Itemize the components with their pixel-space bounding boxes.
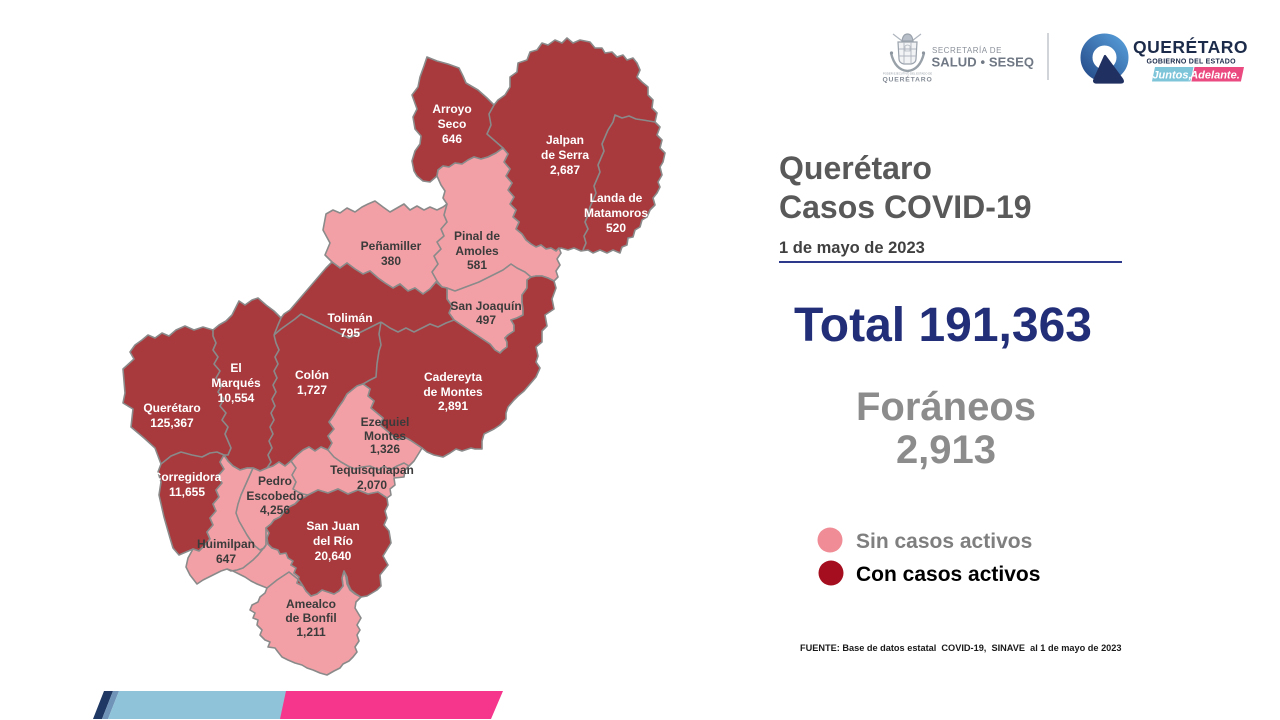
- svg-text:QUERÉTARO: QUERÉTARO: [1133, 36, 1248, 57]
- svg-text:Marqués: Marqués: [211, 376, 261, 390]
- svg-text:380: 380: [381, 254, 401, 268]
- svg-text:2,070: 2,070: [357, 478, 387, 492]
- svg-text:Corregidora: Corregidora: [153, 470, 222, 484]
- svg-text:10,554: 10,554: [218, 391, 255, 405]
- svg-text:Amoles: Amoles: [455, 244, 499, 258]
- svg-text:SALUD • SESEQ: SALUD • SESEQ: [932, 55, 1035, 70]
- svg-text:Jalpan: Jalpan: [546, 133, 584, 147]
- svg-text:Pedro: Pedro: [258, 474, 292, 488]
- svg-text:Huimilpan: Huimilpan: [197, 537, 255, 551]
- svg-text:520: 520: [606, 221, 626, 235]
- svg-text:647: 647: [216, 552, 236, 566]
- svg-text:795: 795: [340, 326, 360, 340]
- svg-text:Tequisquiapan: Tequisquiapan: [330, 463, 414, 477]
- svg-text:Querétaro: Querétaro: [143, 401, 200, 415]
- svg-text:20,640: 20,640: [315, 549, 352, 563]
- svg-text:Amealco: Amealco: [286, 597, 336, 611]
- svg-text:Adelante.: Adelante.: [1189, 70, 1240, 82]
- svg-text:Seco: Seco: [438, 117, 467, 131]
- svg-text:1,211: 1,211: [296, 625, 326, 639]
- svg-text:PODER EJECUTIVO DEL ESTADO DE: PODER EJECUTIVO DEL ESTADO DE: [883, 72, 932, 76]
- svg-text:Pinal de: Pinal de: [454, 229, 500, 243]
- svg-text:del Río: del Río: [313, 534, 353, 548]
- svg-text:Tolimán: Tolimán: [327, 311, 372, 325]
- svg-text:1,326: 1,326: [370, 442, 400, 456]
- svg-text:Cadereyta: Cadereyta: [424, 370, 482, 384]
- svg-text:Montes: Montes: [364, 429, 406, 443]
- svg-text:4,256: 4,256: [260, 503, 290, 517]
- svg-text:Ezequiel: Ezequiel: [361, 415, 410, 429]
- svg-text:Arroyo: Arroyo: [432, 102, 471, 116]
- svg-text:Juntos,: Juntos,: [1152, 70, 1191, 82]
- svg-text:2,891: 2,891: [438, 399, 468, 413]
- svg-text:497: 497: [476, 313, 496, 327]
- svg-text:11,655: 11,655: [169, 485, 205, 499]
- svg-text:2,687: 2,687: [550, 163, 580, 177]
- svg-text:125,367: 125,367: [150, 416, 194, 430]
- svg-text:Matamoros: Matamoros: [584, 206, 648, 220]
- svg-text:de Serra: de Serra: [541, 148, 589, 162]
- svg-text:Peñamiller: Peñamiller: [361, 239, 422, 253]
- svg-text:581: 581: [467, 258, 487, 272]
- svg-text:El: El: [230, 361, 241, 375]
- svg-text:Escobedo: Escobedo: [246, 489, 303, 503]
- svg-text:646: 646: [442, 132, 462, 146]
- svg-text:SECRETARÍA DE: SECRETARÍA DE: [932, 46, 1002, 55]
- svg-text:GOBIERNO DEL ESTADO: GOBIERNO DEL ESTADO: [1147, 59, 1237, 66]
- svg-text:de Montes: de Montes: [423, 385, 483, 399]
- svg-text:QUERÉTARO: QUERÉTARO: [882, 75, 932, 84]
- svg-text:Landa de: Landa de: [590, 191, 643, 205]
- svg-text:de Bonfil: de Bonfil: [285, 611, 336, 625]
- svg-text:Colón: Colón: [295, 368, 329, 382]
- svg-text:1,727: 1,727: [297, 383, 327, 397]
- svg-text:San Joaquín: San Joaquín: [450, 299, 521, 313]
- svg-text:San Juan: San Juan: [306, 519, 359, 533]
